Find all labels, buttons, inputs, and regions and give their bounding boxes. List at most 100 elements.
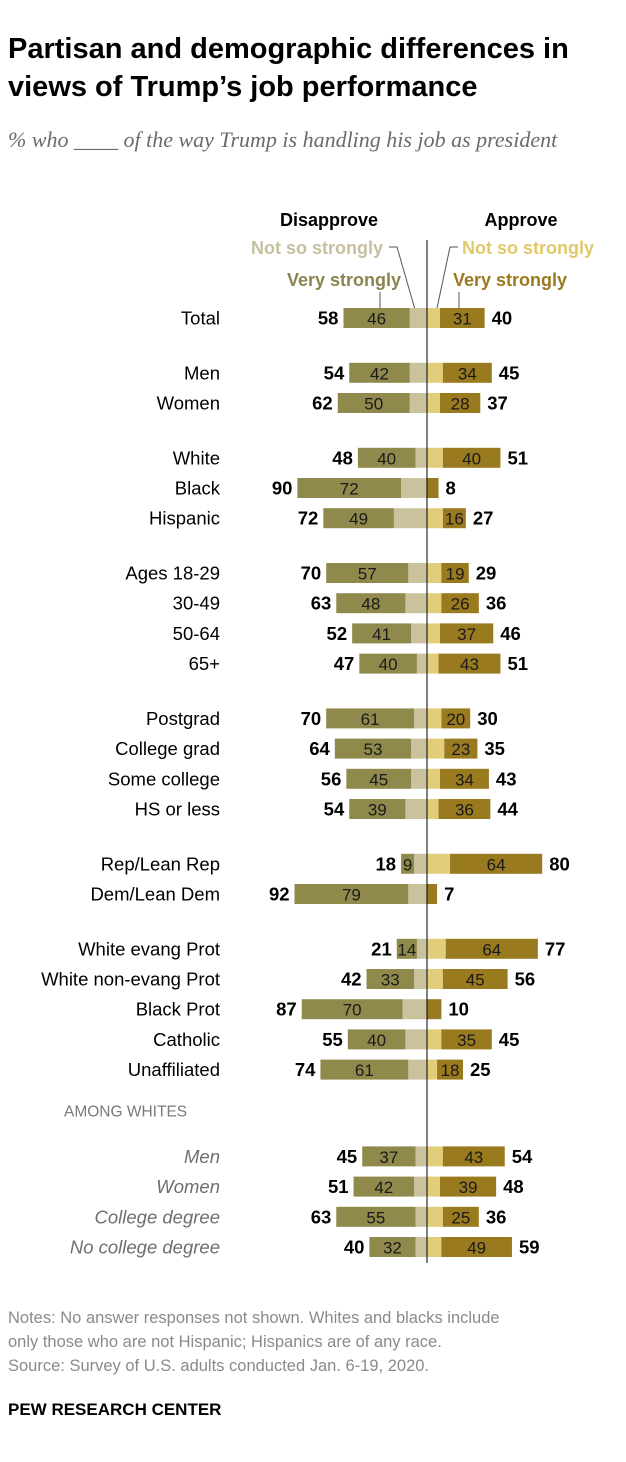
data-label-approve-total: 40 bbox=[492, 308, 513, 329]
bar-approve-very-strongly bbox=[439, 623, 494, 644]
data-label-approve-total: 25 bbox=[470, 1059, 491, 1080]
bar-disapprove-not-so-strongly bbox=[411, 768, 427, 789]
bar-disapprove-not-so-strongly bbox=[409, 362, 427, 383]
data-label-approve-total: 77 bbox=[545, 938, 566, 959]
data-label-approve-very: 49 bbox=[467, 1239, 486, 1258]
data-label-approve-very: 39 bbox=[459, 1178, 478, 1197]
data-label-approve-very: 43 bbox=[464, 1148, 483, 1167]
bar-disapprove-very-strongly bbox=[357, 447, 416, 468]
data-label-disapprove-total: 40 bbox=[344, 1237, 365, 1258]
data-label-approve-very: 20 bbox=[446, 710, 465, 729]
section-header: AMONG WHITES bbox=[64, 1103, 187, 1120]
data-label-approve-total: 10 bbox=[448, 999, 469, 1020]
bar-disapprove-not-so-strongly bbox=[415, 1146, 427, 1167]
bar-disapprove-very-strongly bbox=[326, 563, 409, 583]
bar-disapprove-not-so-strongly bbox=[408, 1059, 427, 1080]
bar-approve-very-strongly bbox=[439, 308, 485, 328]
row-label: College grad bbox=[115, 738, 220, 759]
data-label-approve-very: 64 bbox=[487, 855, 506, 874]
bar-approve-not-so-strongly bbox=[427, 653, 439, 674]
diverging-bar-chart: Disapprove Approve Not so strongly Very str… bbox=[41, 210, 594, 1263]
data-label-disapprove-total: 58 bbox=[318, 308, 339, 329]
bar-approve-not-so-strongly bbox=[427, 768, 440, 789]
bar-approve-not-so-strongly bbox=[427, 308, 440, 328]
data-label-disapprove-total: 72 bbox=[298, 508, 319, 529]
bar-approve-very-strongly bbox=[441, 1029, 492, 1050]
row-label: Women bbox=[156, 1176, 220, 1197]
bar-approve-not-so-strongly bbox=[427, 1059, 438, 1080]
chart-title: Partisan and demographic differences in … bbox=[8, 33, 569, 103]
data-label-approve-very: 34 bbox=[455, 770, 474, 789]
bar-approve-very-strongly bbox=[442, 1146, 505, 1167]
bar-approve-not-so-strongly bbox=[427, 362, 443, 383]
data-label-approve-total: 56 bbox=[515, 969, 536, 990]
bar-approve-not-so-strongly bbox=[427, 563, 442, 583]
data-label-approve-very: 40 bbox=[462, 449, 481, 468]
data-label-disapprove-very: 48 bbox=[361, 595, 380, 614]
bar-disapprove-very-strongly bbox=[347, 1029, 406, 1050]
chart-notes: Notes: No answer responses not shown. Wh… bbox=[8, 1306, 618, 1378]
row-label: Some college bbox=[108, 768, 220, 789]
legend-disapprove-not-so-strongly: Not so strongly bbox=[251, 238, 383, 258]
row-label: Hispanic bbox=[149, 508, 220, 529]
bar-approve-very-strongly bbox=[441, 593, 479, 614]
data-label-approve-total: 54 bbox=[512, 1146, 533, 1167]
bar-approve-not-so-strongly bbox=[427, 1146, 443, 1167]
data-label-disapprove-total: 52 bbox=[327, 623, 348, 644]
bar-approve-not-so-strongly bbox=[427, 1176, 440, 1197]
data-label-approve-very: 23 bbox=[451, 740, 470, 759]
bar-disapprove-very-strongly bbox=[343, 308, 410, 328]
data-label-disapprove-very: 57 bbox=[358, 565, 377, 584]
bar-disapprove-very-strongly bbox=[369, 1237, 416, 1257]
bar-disapprove-not-so-strongly bbox=[411, 623, 427, 644]
data-label-disapprove-total: 70 bbox=[301, 708, 322, 729]
bar-approve-not-so-strongly bbox=[427, 447, 443, 468]
bar-approve-not-so-strongly bbox=[427, 969, 443, 989]
data-label-approve-very: 19 bbox=[446, 565, 465, 584]
bar-approve-very-strongly bbox=[444, 738, 478, 759]
data-label-disapprove-total: 21 bbox=[371, 938, 392, 959]
bar-approve-not-so-strongly bbox=[427, 1237, 442, 1257]
bar-approve-very-strongly bbox=[437, 1059, 463, 1080]
bar-approve-not-so-strongly bbox=[427, 853, 451, 874]
row-label: White non-evang Prot bbox=[41, 969, 220, 990]
data-label-disapprove-very: 42 bbox=[374, 1178, 393, 1197]
data-label-disapprove-very: 40 bbox=[379, 655, 398, 674]
bar-disapprove-very-strongly bbox=[346, 768, 412, 789]
data-label-disapprove-very: 40 bbox=[377, 449, 396, 468]
data-label-approve-total: 59 bbox=[519, 1237, 540, 1258]
data-label-disapprove-total: 54 bbox=[324, 799, 345, 820]
data-label-disapprove-total: 18 bbox=[376, 853, 397, 874]
bar-disapprove-not-so-strongly bbox=[415, 447, 427, 468]
bar-disapprove-not-so-strongly bbox=[409, 393, 427, 413]
legend-leader-disapprove-not-so bbox=[389, 246, 417, 314]
bar-disapprove-not-so-strongly bbox=[405, 1029, 427, 1050]
bar-approve-very-strongly bbox=[427, 999, 442, 1020]
bar-disapprove-very-strongly bbox=[353, 1176, 415, 1197]
data-label-disapprove-total: 51 bbox=[328, 1176, 349, 1197]
data-label-approve-total: 45 bbox=[499, 362, 520, 383]
data-label-disapprove-total: 62 bbox=[312, 393, 333, 414]
bar-approve-very-strongly bbox=[442, 508, 466, 529]
data-label-disapprove-very: 39 bbox=[368, 801, 387, 820]
bar-disapprove-not-so-strongly bbox=[415, 1237, 427, 1257]
data-label-disapprove-very: 55 bbox=[366, 1208, 385, 1227]
bar-disapprove-very-strongly bbox=[366, 969, 415, 989]
bar-disapprove-very-strongly bbox=[336, 1206, 416, 1227]
bar-approve-very-strongly bbox=[442, 969, 508, 989]
row-label: White evang Prot bbox=[78, 938, 220, 959]
data-label-approve-total: 48 bbox=[503, 1176, 524, 1197]
row-label: Total bbox=[181, 308, 220, 329]
bar-approve-not-so-strongly bbox=[427, 593, 442, 614]
data-label-approve-very: 28 bbox=[451, 395, 470, 414]
row-label: Black Prot bbox=[136, 999, 220, 1020]
data-label-disapprove-very: 9 bbox=[403, 855, 412, 874]
bar-approve-not-so-strongly bbox=[427, 799, 439, 819]
legend-approve-not-so-strongly: Not so strongly bbox=[462, 238, 594, 258]
bar-approve-very-strongly bbox=[438, 653, 501, 674]
data-label-disapprove-very: 53 bbox=[364, 740, 383, 759]
bar-approve-not-so-strongly bbox=[427, 1029, 442, 1050]
bar-disapprove-very-strongly bbox=[401, 853, 415, 874]
data-label-approve-very: 16 bbox=[445, 510, 464, 529]
data-label-approve-very: 25 bbox=[451, 1208, 470, 1227]
